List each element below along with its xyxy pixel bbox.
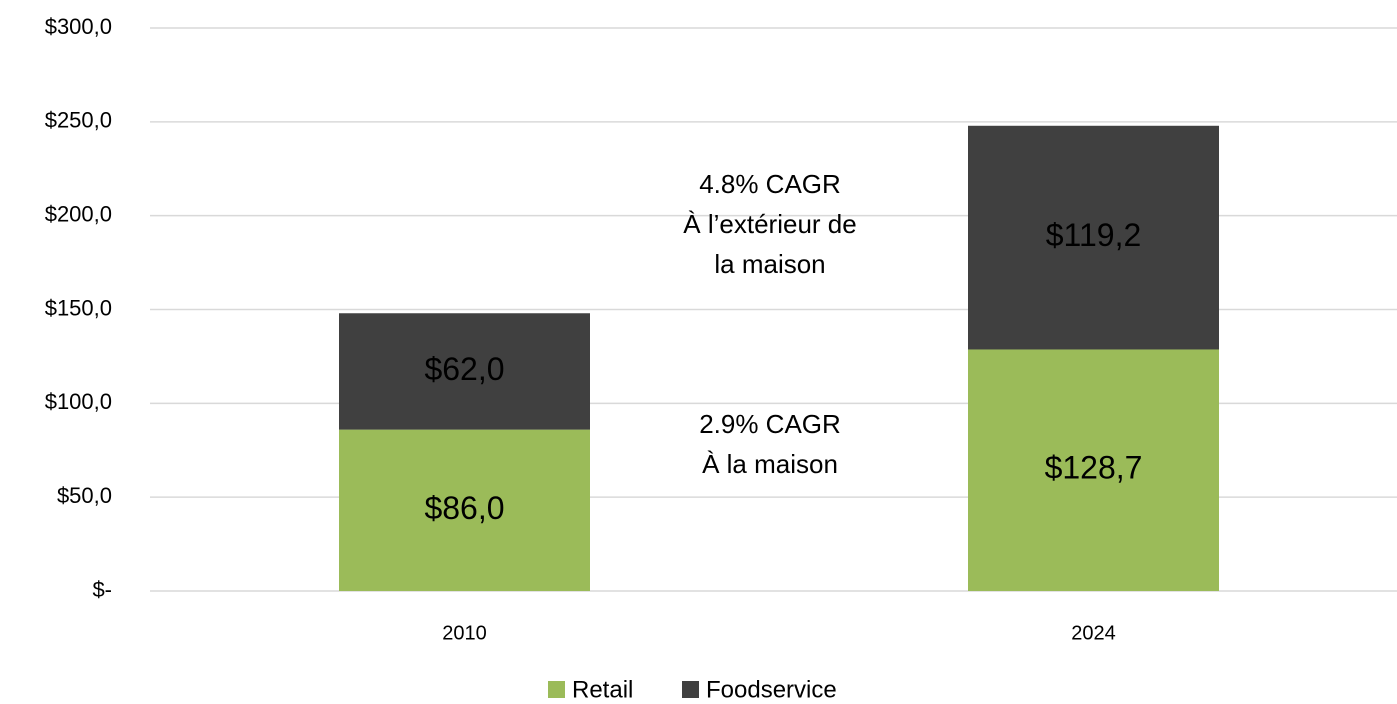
legend-swatch bbox=[682, 681, 699, 698]
x-tick-label: 2010 bbox=[442, 622, 487, 644]
value-label: $86,0 bbox=[424, 490, 504, 526]
bar-segment bbox=[968, 125, 1219, 350]
y-tick-label: $300,0 bbox=[45, 14, 112, 39]
value-label: $119,2 bbox=[1046, 217, 1142, 253]
annotation: 4.8% CAGR bbox=[699, 169, 841, 199]
annotation: À la maison bbox=[702, 449, 838, 479]
y-tick-label: $50,0 bbox=[57, 483, 112, 508]
legend-swatch bbox=[548, 681, 565, 698]
legend-label: Retail bbox=[572, 676, 633, 703]
annotation: 2.9% CAGR bbox=[699, 409, 841, 439]
bar-segment bbox=[339, 429, 590, 591]
bar-segment bbox=[339, 313, 590, 430]
y-tick-label: $250,0 bbox=[45, 108, 112, 133]
bar-segment bbox=[968, 349, 1219, 591]
value-label: $62,0 bbox=[424, 351, 504, 387]
legend-label: Foodservice bbox=[706, 676, 837, 703]
x-tick-label: 2024 bbox=[1071, 622, 1116, 644]
y-tick-label: $150,0 bbox=[45, 295, 112, 320]
annotation: À l’extérieur de bbox=[683, 209, 856, 239]
annotation: la maison bbox=[714, 249, 825, 279]
y-tick-label: $- bbox=[92, 577, 112, 602]
value-label: $128,7 bbox=[1045, 450, 1143, 486]
y-tick-label: $200,0 bbox=[45, 201, 112, 226]
y-tick-label: $100,0 bbox=[45, 389, 112, 414]
